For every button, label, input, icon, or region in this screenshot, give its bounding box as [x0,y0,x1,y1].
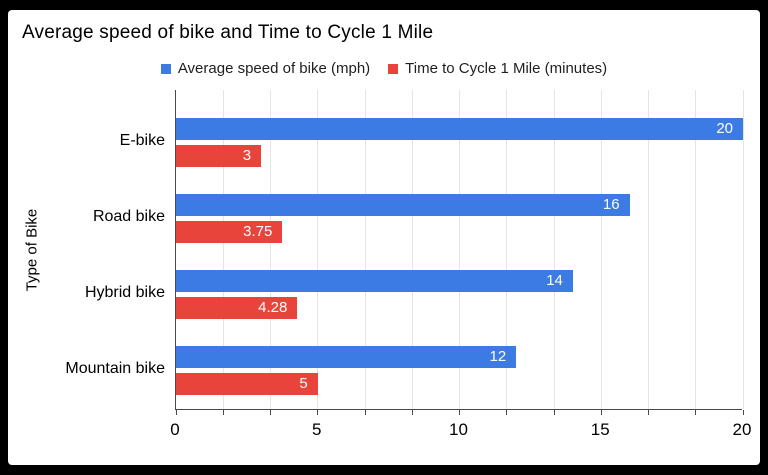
chart-card: Average speed of bike and Time to Cycle … [8,10,760,465]
bar-value-label: 12 [489,348,507,365]
speed-bar-3: 14 [176,269,573,292]
speed-bar-4: 12 [176,345,517,368]
axis-tick [222,410,224,415]
gridline [695,90,697,409]
bar-value-label: 3.75 [243,223,273,240]
gridline [600,90,602,409]
plot-area: 20 3 16 3.75 14 4.28 12 5 [175,90,744,415]
bar-value-label: 3 [242,147,252,164]
x-axis-label-20: 20 [732,420,752,439]
axis-tick [411,410,413,415]
category-label-1: E-bike [119,132,165,149]
bar-value-label: 20 [716,120,733,137]
gridline [317,90,319,409]
axis-tick [695,410,697,415]
axis-tick [364,410,366,415]
bar-value-label: 5 [299,375,308,392]
time-bar-2: 3.75 [176,220,283,243]
x-axis-label-15: 15 [590,420,610,439]
axis-tick [600,410,602,415]
speed-series-label: Average speed of bike (mph) [177,60,371,77]
time-bar-1: 3 [176,144,262,167]
gridline [742,90,744,409]
legend-item-time: Time to Cycle 1 Mile (minutes) [388,60,607,77]
time-series-label: Time to Cycle 1 Mile (minutes) [405,60,608,77]
bar-value-label: 4.28 [258,299,288,316]
category-label-3: Hybrid bike [84,284,165,301]
x-axis-label-5: 5 [312,420,322,439]
category-label-4: Mountain bike [65,360,165,377]
axis-tick [270,410,271,415]
gridline [222,90,224,409]
gridline [648,90,649,409]
speed-bar-2: 16 [176,193,630,216]
gridline [411,90,413,409]
axis-tick [459,410,460,415]
axis-tick [553,410,555,415]
axis-tick [317,410,319,415]
time-bar-4: 5 [176,372,318,395]
axis-tick [506,410,508,415]
legend-item-speed: Average speed of bike (mph) [160,60,371,77]
gridline [506,90,508,409]
chart-title: Average speed of bike and Time to Cycle … [22,22,434,43]
bar-value-label: 16 [602,196,620,213]
time-bar-3: 4.28 [176,296,298,319]
axis-tick [648,410,649,415]
time-series-swatch-icon [388,63,399,74]
gridline [364,90,366,409]
speed-bar-1: 20 [176,117,743,140]
x-axis-label-10: 10 [449,420,468,439]
speed-series-swatch-icon [160,63,171,74]
gridline [553,90,555,409]
category-label-2: Road bike [92,208,165,225]
x-axis-label-0: 0 [170,420,180,439]
axis-tick [175,410,177,415]
bar-value-label: 14 [546,272,563,289]
gridline [270,90,271,409]
axis-tick [742,410,744,415]
gridline [459,90,460,409]
legend: Average speed of bike (mph) Time to Cycl… [8,60,760,77]
